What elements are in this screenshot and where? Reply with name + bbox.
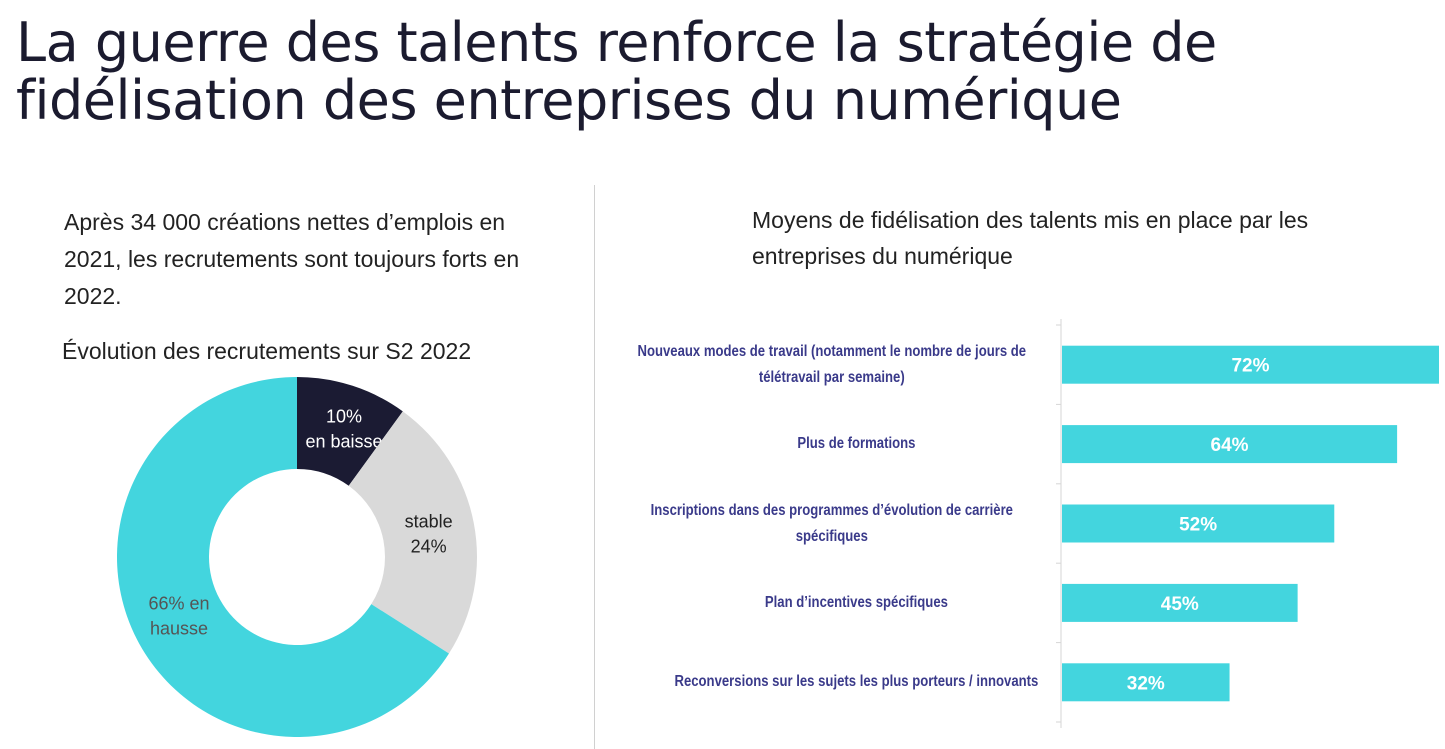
bar xyxy=(1062,583,1298,622)
donut-label: stable xyxy=(405,511,453,531)
bar xyxy=(1062,663,1230,702)
bar-data-label: 45% xyxy=(1161,594,1199,615)
donut-title: Évolution des recrutements sur S2 2022 xyxy=(62,338,472,364)
bar xyxy=(1062,425,1398,464)
bar-category-label: Reconversions sur les sujets les plus po… xyxy=(674,673,1039,691)
donut-slice xyxy=(117,377,449,738)
slide-title: La guerre des talents renforce la straté… xyxy=(16,11,1217,132)
donut-label: hausse xyxy=(150,619,208,639)
bar-chart-title: Moyens de fidélisation des talents mis e… xyxy=(752,207,1309,269)
donut-label: 24% xyxy=(411,536,447,556)
bar-data-label: 72% xyxy=(1231,356,1269,377)
bar-category-label: Nouveaux modes de travail (notamment le … xyxy=(637,342,1027,386)
bar-data-label: 64% xyxy=(1211,435,1249,456)
bar xyxy=(1062,504,1335,543)
bar-category-label: Plan d’incentives spécifiques xyxy=(764,593,948,611)
intro-text: Après 34 000 créations nettes d’emplois … xyxy=(64,209,520,309)
bar-data-label: 52% xyxy=(1179,515,1217,536)
bar xyxy=(1062,345,1439,384)
donut-label: en baisse xyxy=(305,432,382,452)
donut-slice xyxy=(348,411,477,654)
bar-data-label: 32% xyxy=(1127,673,1165,694)
bar-category-label: Plus de formations xyxy=(797,435,916,453)
divider xyxy=(594,185,595,749)
bar-category-label: Inscriptions dans des programmes d’évolu… xyxy=(650,501,1013,545)
donut-label: 66% en xyxy=(148,594,209,614)
donut-label: 10% xyxy=(326,407,362,427)
donut-slice xyxy=(297,377,403,486)
